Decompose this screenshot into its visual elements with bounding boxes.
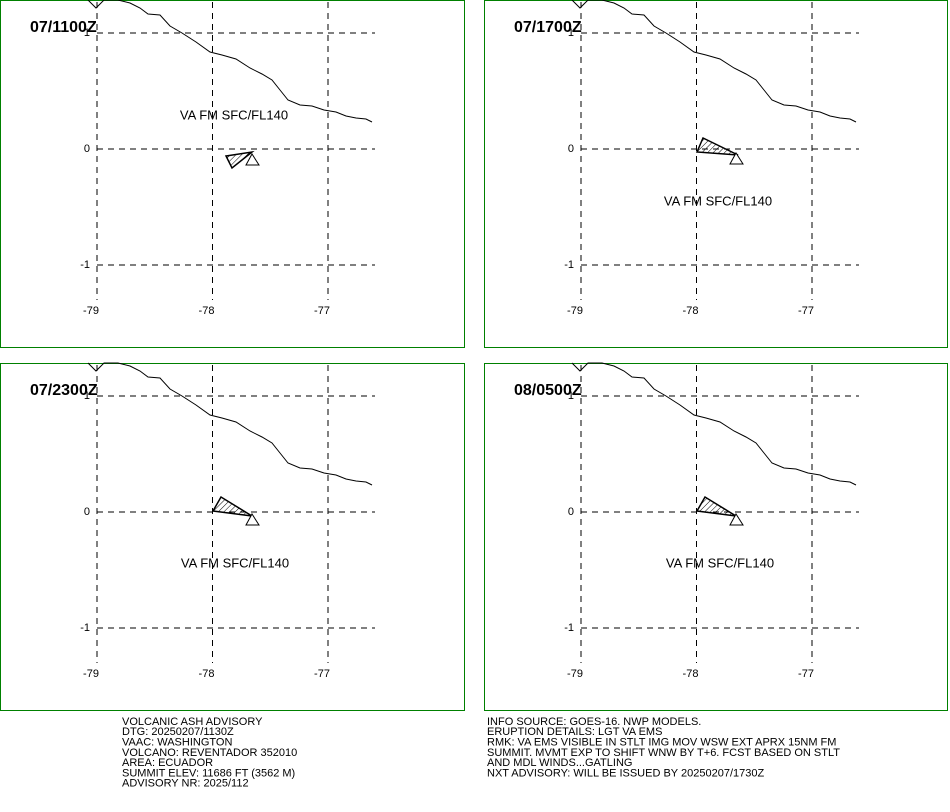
lat-tick-label: 1: [568, 27, 574, 39]
volcano-marker: [245, 153, 260, 166]
coastline: [87, 362, 373, 486]
ash-cloud: [224, 150, 255, 170]
panel-frame: [0, 0, 465, 348]
lon-tick-label: -78: [683, 668, 699, 680]
panel-time: 07/2300Z: [30, 382, 98, 399]
ash-label: VA FM SFC/FL140: [180, 107, 288, 122]
lon-tick-label: -79: [567, 668, 583, 680]
lat-tick-label: -1: [80, 259, 90, 271]
advisory-line: RMK: VA EMS VISIBLE IN STLT IMG MOV WSW …: [487, 737, 836, 749]
ash-label: VA FM SFC/FL140: [664, 193, 772, 208]
panel-time: 07/1100Z: [30, 19, 97, 36]
advisory-line: DTG: 20250207/1130Z: [122, 726, 234, 738]
lon-tick-label: -77: [798, 668, 814, 680]
lon-tick-label: -78: [683, 305, 699, 317]
ash-cloud: [695, 495, 737, 517]
volcano-marker: [245, 513, 260, 526]
lat-tick-label: -1: [564, 622, 574, 634]
lat-tick-label: 0: [568, 506, 574, 518]
panel-time: 07/1700Z: [514, 19, 582, 36]
advisory-line: VOLCANO: REVENTADOR 352010: [122, 747, 297, 759]
lon-tick-label: -79: [83, 668, 99, 680]
lon-tick-label: -77: [314, 305, 330, 317]
ash-label: VA FM SFC/FL140: [666, 555, 774, 570]
lon-tick-label: -79: [83, 305, 99, 317]
advisory-line: AREA: ECUADOR: [122, 757, 213, 769]
advisory-line: INFO SOURCE: GOES-16. NWP MODELS.: [487, 716, 701, 728]
advisory-line: SUMMIT ELEV: 11686 FT (3562 M): [122, 767, 295, 779]
advisory-line: ERUPTION DETAILS: LGT VA EMS: [487, 726, 662, 738]
volcano-marker: [729, 152, 744, 165]
coastline: [571, 0, 857, 123]
volcano-marker: [729, 513, 744, 526]
advisory-line: NXT ADVISORY: WILL BE ISSUED BY 20250207…: [487, 767, 764, 779]
lat-tick-label: -1: [564, 259, 574, 271]
lon-tick-label: -79: [567, 305, 583, 317]
advisory-line: ADVISORY NR: 2025/112: [122, 778, 249, 790]
lat-tick-label: 0: [84, 143, 90, 155]
advisory-line: SUMMIT. MVMT EXP TO SHIFT WNW BY T+6. FC…: [487, 747, 840, 759]
ash-cloud: [695, 136, 739, 156]
lat-tick-label: 0: [84, 506, 90, 518]
lat-tick-label: 1: [568, 390, 574, 402]
ash-cloud: [211, 495, 253, 517]
panel-frame: [484, 0, 948, 348]
lon-tick-label: -77: [314, 668, 330, 680]
lat-tick-label: 0: [568, 143, 574, 155]
panel-time: 08/0500Z: [514, 382, 582, 399]
coastline: [87, 0, 373, 123]
advisory-line: VAAC: WASHINGTON: [122, 737, 232, 749]
lat-tick-label: 1: [84, 390, 90, 402]
lat-tick-label: -1: [80, 622, 90, 634]
ash-label: VA FM SFC/FL140: [181, 555, 289, 570]
panel-frame: [484, 363, 948, 711]
advisory-line: AND MDL WINDS...GATLING: [487, 757, 632, 769]
coastline: [571, 362, 857, 486]
lon-tick-label: -77: [798, 305, 814, 317]
lon-tick-label: -78: [199, 668, 215, 680]
lat-tick-label: 1: [84, 27, 90, 39]
lon-tick-label: -78: [199, 305, 215, 317]
panel-frame: [0, 363, 465, 711]
advisory-line: VOLCANIC ASH ADVISORY: [122, 716, 263, 728]
